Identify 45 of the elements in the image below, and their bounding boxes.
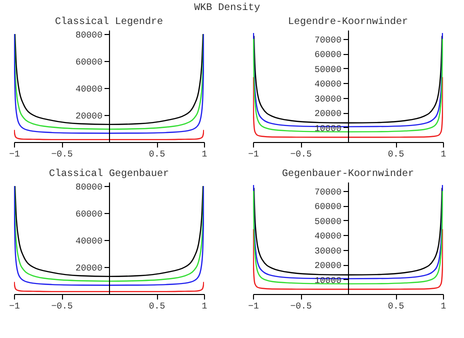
y-tick-label: 40000: [75, 84, 102, 95]
x-tick-label: −1: [9, 302, 20, 312]
y-tick-label: 40000: [314, 232, 342, 242]
y-tick-label: 50000: [314, 216, 342, 227]
x-tick-label: −1: [248, 302, 259, 312]
y-tick-label: 30000: [314, 94, 342, 104]
x-tick-label: 1: [440, 150, 446, 160]
y-tick-label: 50000: [314, 64, 342, 75]
chart-title: Gegenbauer-Koornwinder: [282, 168, 414, 180]
text: WKB Density: [194, 2, 260, 14]
y-tick-label: 80000: [75, 30, 102, 41]
x-tick-label: −1: [248, 150, 259, 160]
x-tick-label: −1: [9, 150, 20, 160]
line-series: [14, 129, 204, 140]
x-tick-label: 1: [202, 302, 208, 312]
x-tick-label: 1: [202, 150, 208, 160]
x-tick-label: 0.5: [388, 302, 404, 312]
y-tick-label: 60000: [75, 210, 102, 220]
line-series: [253, 76, 443, 138]
line-series: [253, 228, 443, 290]
x-tick-label: −0.5: [290, 150, 312, 160]
x-tick-label: −0.5: [290, 302, 312, 312]
y-tick-label: 60000: [314, 202, 342, 212]
chart-title: Classical Legendre: [54, 16, 164, 28]
x-tick-label: −0.5: [51, 302, 73, 312]
y-tick-label: 60000: [75, 58, 102, 68]
x-tick-label: 1: [440, 302, 446, 312]
y-tick-label: 30000: [314, 246, 342, 256]
y-tick-label: 40000: [314, 80, 342, 90]
x-tick-label: 0.5: [388, 150, 404, 160]
y-tick-label: 20000: [314, 261, 342, 272]
chart-title: Classical Gegenbauer: [48, 168, 170, 180]
x-tick-label: 0.5: [148, 302, 166, 312]
y-tick-label: 40000: [75, 236, 102, 247]
chart-title: Legendre-Koornwinder: [288, 16, 408, 28]
y-tick-label: 20000: [75, 264, 102, 274]
line-series: [14, 281, 204, 292]
x-tick-label: −0.5: [51, 150, 73, 160]
x-tick-label: 0.5: [148, 150, 166, 160]
y-tick-label: 70000: [314, 35, 342, 46]
y-tick-label: 80000: [75, 182, 102, 193]
y-tick-label: 20000: [75, 112, 102, 122]
y-tick-label: 20000: [314, 109, 342, 120]
y-tick-label: 60000: [314, 50, 342, 60]
y-tick-label: 70000: [314, 187, 342, 198]
